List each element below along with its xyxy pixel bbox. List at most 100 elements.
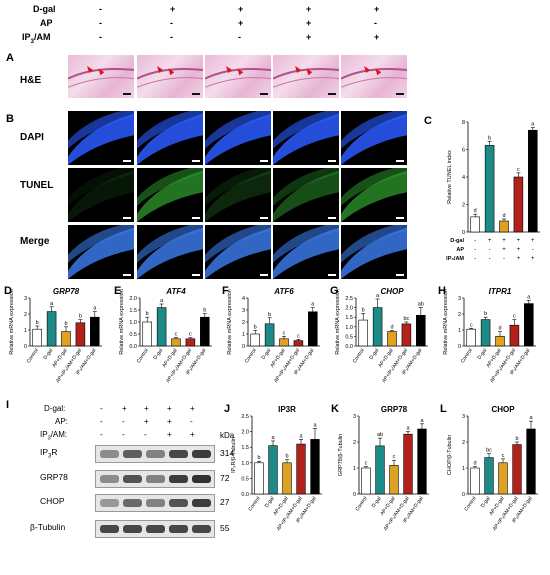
scale-bar (260, 160, 268, 162)
y-tick-label: 2 (24, 312, 27, 318)
scale-bar (396, 274, 404, 276)
red-arrow-icon (364, 66, 371, 74)
x-tick-label: D-gal (42, 348, 54, 361)
y-tick-label: 4 (242, 296, 245, 302)
blot-condition-sign: + (167, 404, 172, 413)
header-sign: - (170, 18, 173, 28)
chart-panel-h: H ITPR1 0 1 2 3 Relative mRNA expression c Contr… (434, 282, 544, 390)
significance-letter: c (393, 454, 396, 460)
blot-strip (95, 494, 215, 512)
panel-letter-b: B (6, 113, 14, 125)
blot-band (100, 499, 119, 507)
red-arrow-icon (237, 68, 244, 76)
y-tick-label: 2.5 (345, 296, 353, 302)
significance-letter: d (498, 326, 501, 332)
y-tick-label: 8 (462, 120, 465, 126)
y-tick-label: 0 (24, 344, 27, 350)
significance-letter: a (313, 422, 317, 428)
bar (142, 321, 152, 347)
significance-letter: a (93, 306, 97, 312)
condition-sign: + (488, 238, 492, 244)
panel-letter-h: H (438, 285, 446, 297)
bar (310, 439, 320, 495)
y-tick-label: 4 (462, 175, 465, 181)
scale-bar (328, 160, 336, 162)
significance-letter: b (362, 307, 365, 313)
header-sign: + (306, 18, 312, 28)
significance-letter: a (299, 433, 303, 439)
y-tick-label: 1 (353, 466, 356, 472)
x-tick-label: D-gal (368, 348, 380, 361)
y-tick-label: 0.0 (241, 492, 249, 498)
significance-letter: d (502, 213, 505, 219)
bar (512, 444, 522, 495)
bar (156, 307, 167, 347)
blot-band (123, 525, 142, 533)
bar (484, 145, 495, 233)
band-kda: 72 (220, 473, 230, 483)
x-tick-label: D-gal (260, 348, 272, 361)
significance-letter: a (376, 293, 380, 299)
bar (185, 338, 196, 347)
bar (61, 331, 71, 347)
x-tick-label: Control (463, 496, 477, 513)
panel-letter-a: A (6, 52, 14, 64)
significance-letter: ab (377, 432, 383, 438)
condition-sign: - (489, 256, 491, 262)
scale-bar (328, 93, 336, 95)
scale-bar (192, 160, 200, 162)
scale-bar (260, 274, 268, 276)
blot-band (146, 525, 165, 533)
significance-letter: b (268, 312, 271, 318)
y-tick-label: 0 (462, 492, 465, 498)
blot-condition-sign: + (190, 430, 195, 439)
bar (375, 445, 385, 495)
condition-sign: + (517, 247, 521, 253)
chart-panel-g: G CHOP 0.0 0.5 1.0 1.5 2.0 2.5 Relative mRNA exp… (326, 282, 434, 390)
y-axis-label: Relative TUNEL index (447, 150, 453, 204)
bar (526, 428, 536, 495)
chart-panel-c: C 0 2 4 6 8 Relative TUNEL index d b d c a D-gal - + + +… (420, 112, 550, 357)
significance-letter: ab (418, 302, 424, 308)
panel-letter-i: I (6, 399, 10, 411)
significance-letter: b (146, 311, 149, 317)
tunel-image (137, 168, 203, 222)
x-tick-label: Control (460, 348, 474, 365)
row-label-dapi: DAPI (20, 132, 44, 143)
blot-strip (95, 520, 215, 538)
blot-condition-sign: - (122, 417, 125, 426)
significance-letter: bc (403, 316, 409, 322)
significance-letter: d (473, 461, 476, 467)
significance-letter: c (513, 314, 516, 320)
x-tick-label: D-gal (476, 348, 488, 361)
blot-condition-label: D-gal: (44, 404, 66, 413)
header-sign: - (170, 32, 173, 42)
bar (264, 323, 275, 347)
y-tick-label: 0.0 (345, 344, 353, 350)
bar (484, 457, 494, 495)
scale-bar (123, 93, 131, 95)
bar-chart-svg: F ATF6 0 1 2 3 4 Relative mRNA expression b Contr… (222, 285, 320, 384)
blot-band (100, 525, 119, 533)
blot-band (146, 499, 165, 507)
tunel-image (205, 168, 271, 222)
red-arrow-icon (87, 66, 94, 74)
merge-image (341, 225, 407, 279)
scale-bar (123, 274, 131, 276)
header-sign: + (170, 4, 176, 14)
y-axis-label: GRP78/β-Tubulin (338, 434, 344, 476)
y-tick-label: 1.5 (129, 308, 137, 314)
scale-bar (328, 274, 336, 276)
bar (293, 340, 304, 347)
significance-letter: bc (486, 448, 492, 454)
y-tick-label: 3 (458, 296, 461, 302)
bar (528, 129, 538, 233)
significance-letter: b (488, 135, 491, 141)
bar (372, 307, 383, 347)
x-tick-label: Control (354, 496, 368, 513)
blot-band (123, 499, 142, 507)
y-tick-label: 0.5 (129, 332, 137, 338)
scale-bar (192, 217, 200, 219)
bar (361, 467, 371, 495)
chart-panel-k: K GRP78 0 1 2 3 GRP78/β-Tubulin c Control ab D-gal… (327, 400, 435, 570)
